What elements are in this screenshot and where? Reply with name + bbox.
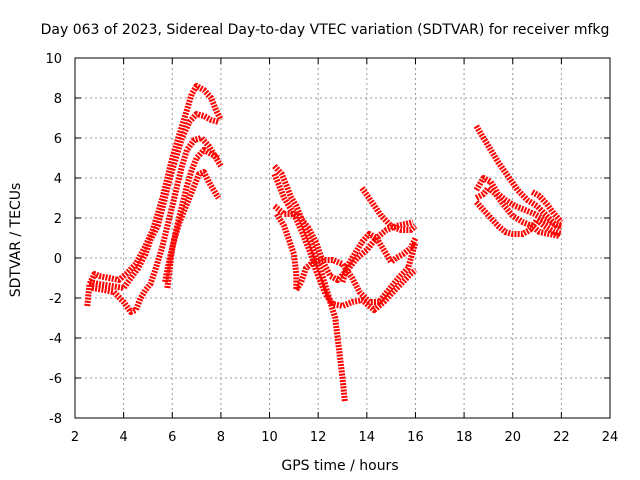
x-tick-label: 22 (553, 430, 570, 445)
series-track-13 (473, 175, 563, 229)
x-tick-label: 2 (71, 430, 79, 445)
series-track-3 (91, 135, 224, 315)
chart-title: Day 063 of 2023, Sidereal Day-to-day VTE… (41, 22, 610, 38)
x-tick-label: 16 (407, 430, 424, 445)
y-tick-label: 4 (54, 172, 62, 187)
x-tick-label: 4 (119, 430, 127, 445)
y-tick-label: -6 (49, 372, 62, 387)
y-tick-label: -8 (49, 412, 62, 427)
y-tick-label: 2 (54, 212, 62, 227)
series-track-15 (474, 199, 563, 237)
x-tick-label: 8 (217, 430, 225, 445)
series-track-7 (271, 172, 418, 313)
plot-frame (74, 57, 611, 419)
y-tick-label: -2 (49, 292, 62, 307)
y-tick-label: 10 (45, 52, 62, 67)
data-series (84, 83, 564, 403)
y-tick-label: 0 (54, 252, 62, 267)
series-track-4 (164, 147, 220, 289)
series-track-1 (84, 83, 224, 307)
x-tick-label: 18 (456, 430, 473, 445)
x-tick-label: 14 (359, 430, 376, 445)
y-tick-label: -4 (49, 332, 62, 347)
x-tick-label: 24 (602, 430, 619, 445)
x-tick-label: 6 (168, 430, 176, 445)
series-track-10 (339, 231, 419, 283)
x-tick-label: 12 (310, 430, 327, 445)
x-tick-label: 10 (261, 430, 278, 445)
series-track-14 (474, 185, 560, 239)
y-tick-label: 8 (54, 92, 62, 107)
x-tick-label: 20 (504, 430, 521, 445)
series-track-9 (274, 212, 419, 305)
series-track-5 (162, 169, 222, 283)
series-track-11 (359, 186, 418, 233)
y-axis-label: SDTVAR / TECUs (8, 183, 24, 298)
y-tick-label: 6 (54, 132, 62, 147)
series-track-6 (272, 163, 348, 403)
x-axis-label: GPS time / hours (281, 458, 398, 474)
series-track-2 (88, 111, 220, 291)
series-track-8 (272, 203, 414, 283)
